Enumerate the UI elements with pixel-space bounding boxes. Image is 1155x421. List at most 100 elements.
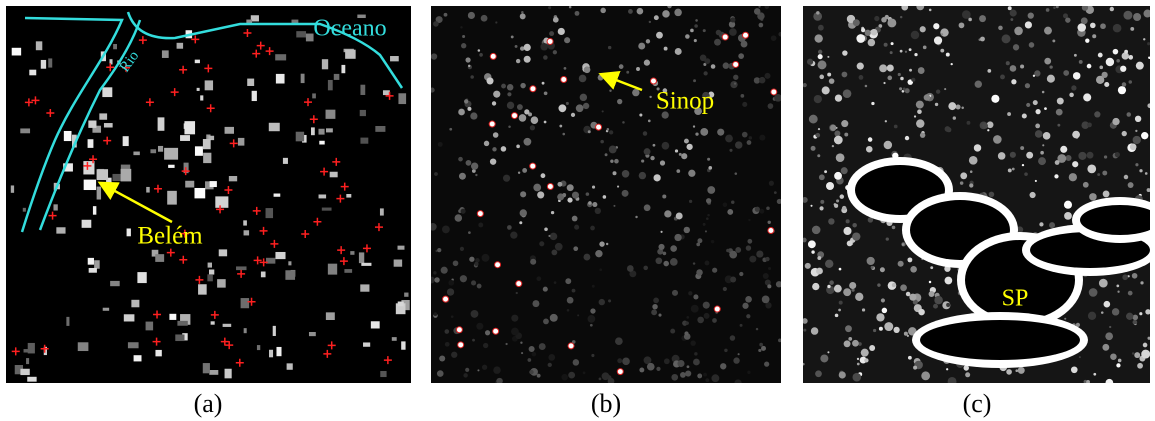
speckle (395, 303, 406, 315)
speckle (571, 215, 578, 222)
speckle (1121, 82, 1127, 87)
speckle (1087, 311, 1097, 320)
bright-spot (489, 52, 497, 60)
speckle (815, 370, 822, 378)
speckle (540, 173, 546, 179)
speckle (1021, 113, 1027, 119)
speckle (319, 140, 325, 145)
speckle (1147, 336, 1150, 340)
speckle (203, 152, 212, 164)
speckle (579, 93, 588, 102)
speckle (1139, 312, 1143, 316)
speckle (749, 255, 757, 263)
speckle (532, 300, 540, 308)
speckle (1144, 172, 1148, 175)
speckle (204, 80, 214, 91)
speckle (300, 73, 305, 84)
speckle (729, 148, 733, 152)
speckle (470, 162, 479, 170)
marker-cross (323, 349, 332, 358)
speckle (401, 341, 406, 350)
speckle (345, 49, 356, 59)
speckle (694, 107, 702, 116)
speckle (916, 6, 925, 11)
speckle (562, 192, 567, 197)
bright-spot (649, 77, 657, 85)
speckle (88, 267, 97, 273)
speckle (333, 73, 340, 80)
speckle (856, 357, 860, 361)
speckle (515, 291, 518, 295)
speckle (574, 224, 580, 230)
speckle (704, 260, 710, 266)
speckle (1062, 13, 1068, 19)
speckle (282, 157, 288, 164)
speckle (651, 309, 658, 316)
speckle (731, 200, 735, 204)
speckle (806, 58, 814, 65)
speckle (933, 23, 940, 30)
speckle (934, 295, 943, 305)
speckle (688, 291, 693, 296)
speckle (1075, 136, 1078, 139)
speckle (88, 120, 97, 128)
speckle (703, 71, 708, 76)
speckle (910, 30, 920, 40)
speckle (272, 325, 276, 336)
speckle (1017, 366, 1025, 374)
speckle (523, 55, 531, 63)
speckle (714, 38, 721, 46)
speckle (573, 246, 579, 252)
speckle (266, 257, 276, 264)
marker-cross (301, 230, 310, 239)
speckle (667, 6, 672, 9)
marker-cross (103, 136, 112, 145)
speckle (489, 158, 497, 165)
marker-cross (46, 108, 55, 117)
speckle (816, 267, 823, 275)
speckle (460, 208, 466, 214)
speckle (542, 286, 548, 292)
speckle (820, 354, 829, 363)
speckle (1121, 52, 1129, 60)
marker-cross (265, 47, 274, 56)
speckle (210, 321, 215, 325)
speckle (1078, 59, 1083, 64)
marker-cross (340, 182, 349, 191)
speckle (150, 149, 157, 154)
speckle (539, 241, 545, 247)
speckle (528, 112, 533, 117)
speckle (382, 90, 390, 96)
speckle (653, 297, 659, 304)
speckle (1011, 79, 1017, 85)
speckle (626, 265, 634, 272)
speckle (243, 220, 247, 226)
speckle (820, 199, 825, 204)
speckle (295, 131, 305, 142)
speckle (933, 36, 943, 45)
speckle (948, 102, 957, 111)
speckle (176, 42, 184, 49)
speckle (811, 250, 815, 254)
speckle (860, 348, 869, 357)
speckle (553, 281, 557, 284)
speckle (1012, 44, 1020, 51)
speckle (507, 92, 512, 97)
speckle (1109, 325, 1112, 329)
speckle (1147, 103, 1150, 109)
speckle (508, 125, 511, 129)
speckle (766, 206, 770, 211)
speckle (566, 296, 574, 304)
speckle (529, 125, 536, 131)
speckle (523, 43, 531, 52)
speckle (327, 263, 338, 275)
speckle (63, 130, 72, 142)
speckle (236, 266, 247, 271)
speckle (541, 81, 545, 85)
speckle (907, 257, 913, 263)
speckle (431, 87, 435, 93)
speckle (517, 171, 521, 174)
speckle (582, 102, 590, 110)
speckle (557, 27, 565, 36)
speckle (643, 59, 651, 66)
